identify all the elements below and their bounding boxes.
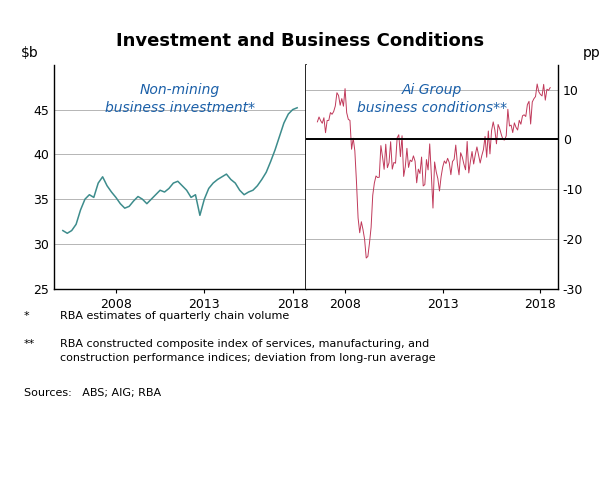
Text: Sources:   ABS; AIG; RBA: Sources: ABS; AIG; RBA [24,388,161,398]
Text: $b: $b [21,46,39,60]
Text: *: * [24,311,29,321]
Text: RBA constructed composite index of services, manufacturing, and
construction per: RBA constructed composite index of servi… [60,339,436,363]
Text: Ai Group
business conditions**: Ai Group business conditions** [357,83,507,115]
Text: **: ** [24,339,35,349]
Text: ppt: ppt [583,46,600,60]
Text: Non-mining
business investment*: Non-mining business investment* [105,83,255,115]
Text: RBA estimates of quarterly chain volume: RBA estimates of quarterly chain volume [60,311,289,321]
Text: Investment and Business Conditions: Investment and Business Conditions [116,32,484,50]
